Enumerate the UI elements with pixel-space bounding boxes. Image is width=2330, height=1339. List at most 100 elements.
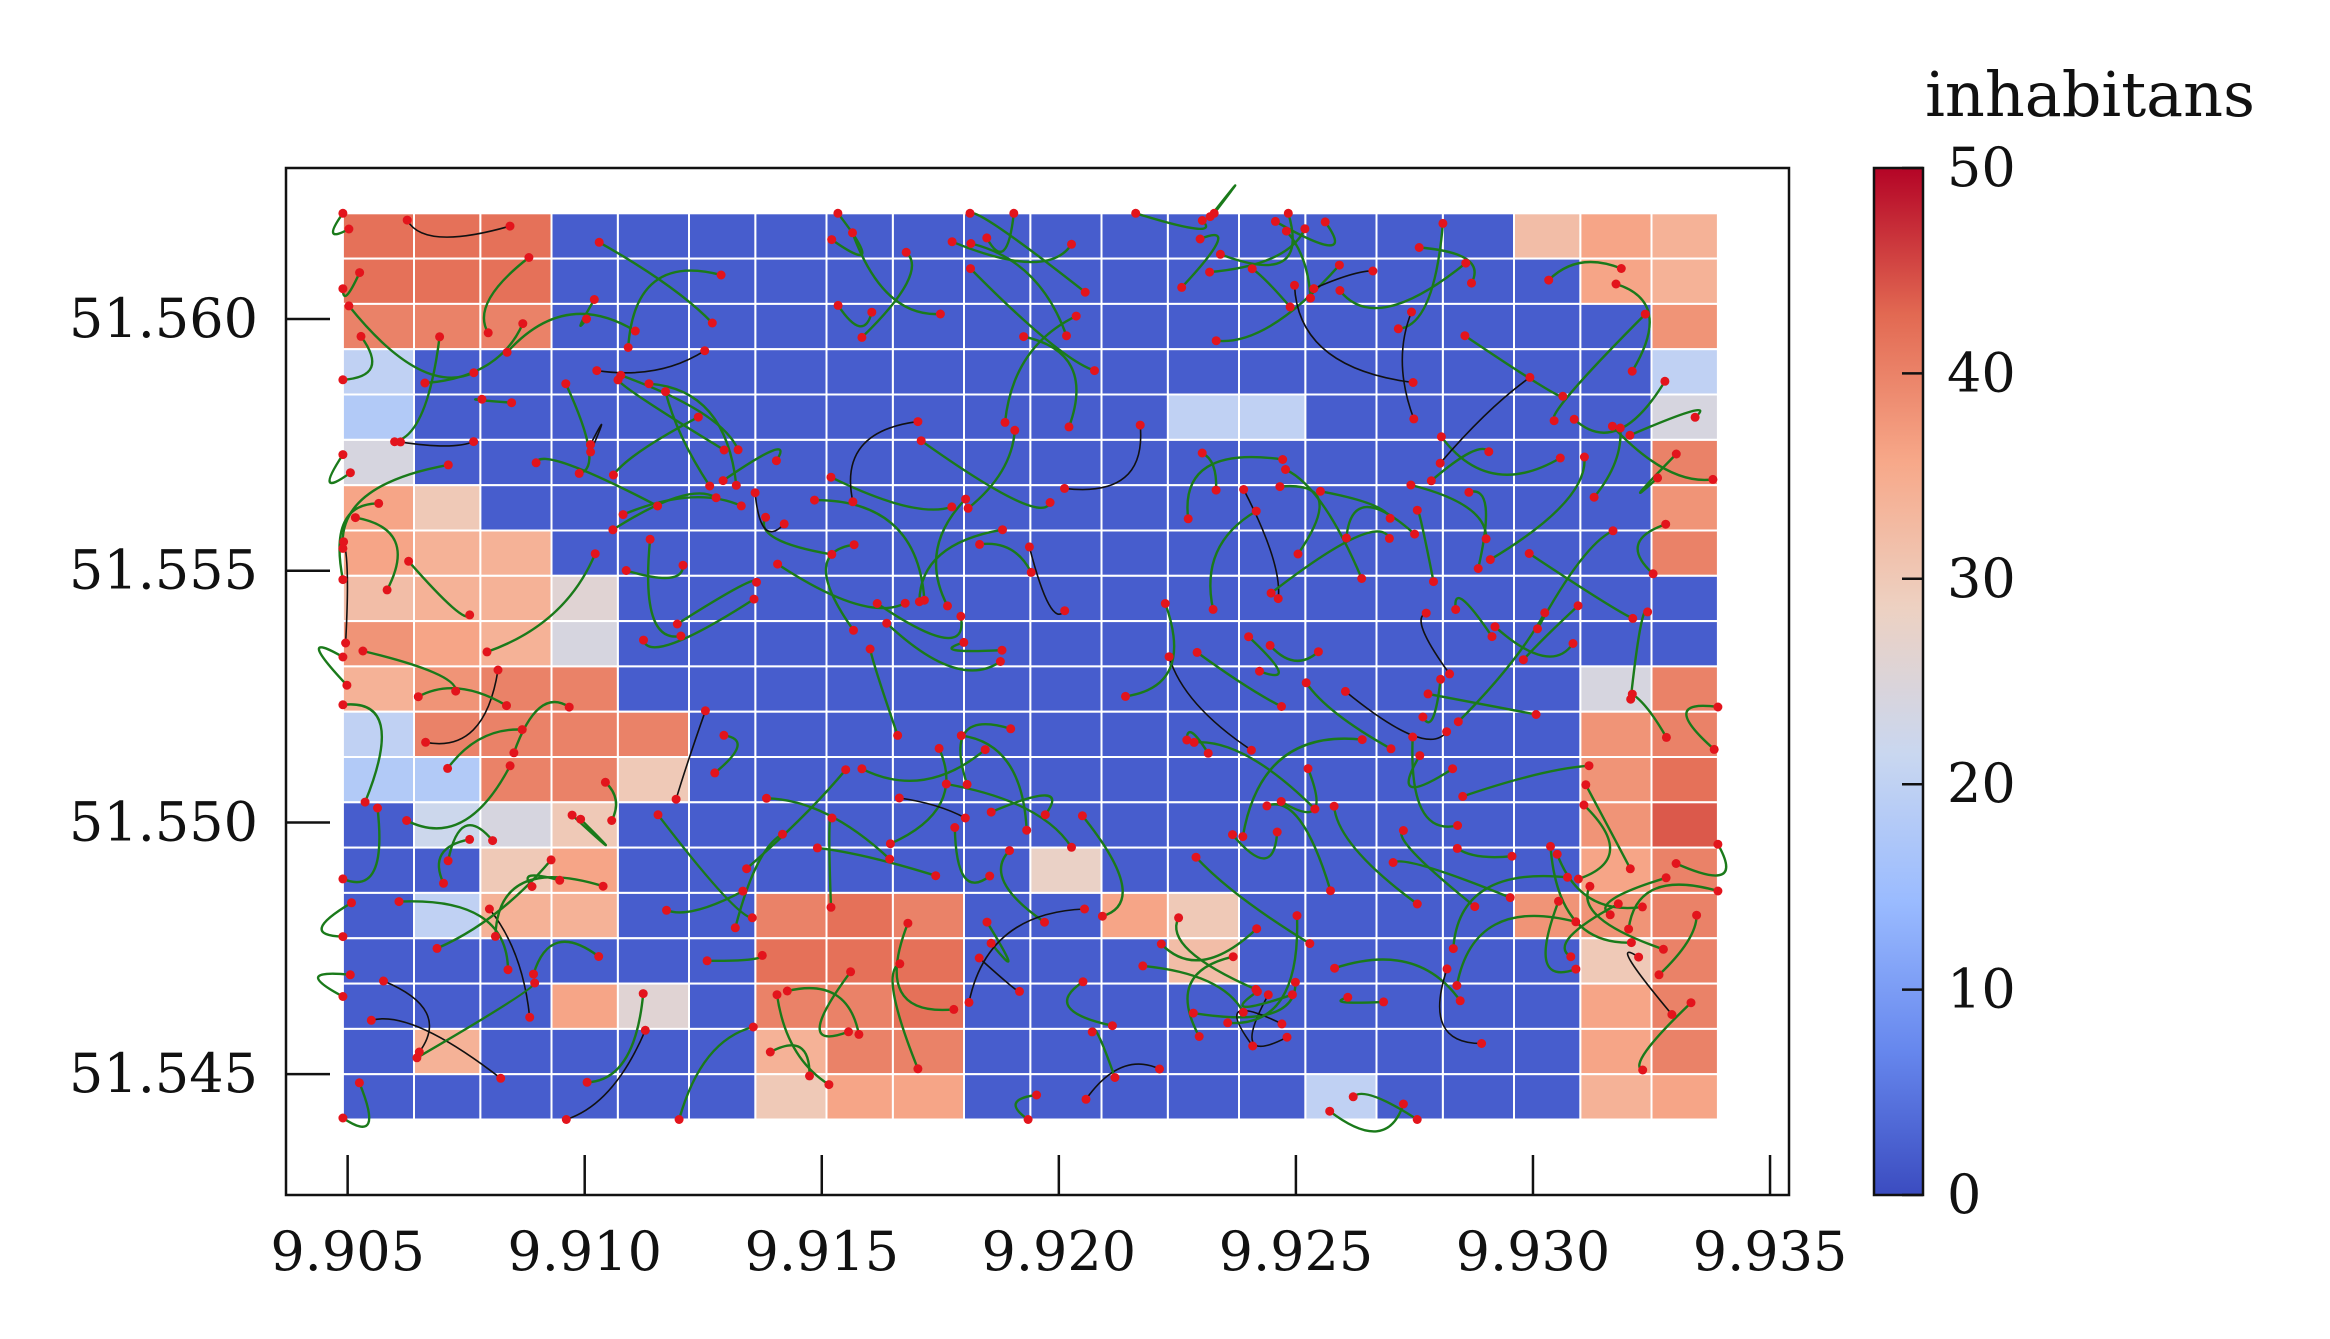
- street-node: [738, 886, 748, 896]
- heatmap-cell: [1579, 982, 1653, 1030]
- street-node: [947, 237, 957, 247]
- heatmap-cell: [825, 620, 894, 668]
- street-node: [1418, 712, 1428, 722]
- street-node: [827, 549, 837, 559]
- street-node: [503, 965, 513, 975]
- heatmap-cell: [1238, 529, 1307, 577]
- street-segment: [1168, 656, 1252, 751]
- street-node: [1661, 519, 1671, 529]
- street-node: [1005, 846, 1014, 856]
- heatmap-cell: [963, 348, 1032, 396]
- heatmap-cell: [891, 937, 966, 985]
- street-node: [1435, 458, 1445, 468]
- heatmap-cell: [1650, 756, 1719, 804]
- street-node: [341, 638, 351, 648]
- street-segment: [769, 1044, 811, 1076]
- street-node: [358, 646, 368, 656]
- street-node: [1615, 423, 1625, 433]
- street-segment: [837, 304, 873, 328]
- street-node: [1379, 997, 1389, 1007]
- heatmap-cell: [1304, 438, 1378, 487]
- street-segment: [1454, 597, 1493, 638]
- street-node: [1386, 744, 1396, 754]
- street-node: [1277, 1019, 1287, 1029]
- street-segment: [934, 498, 967, 607]
- street-node: [1607, 421, 1617, 431]
- street-node: [1442, 727, 1452, 737]
- street-segment: [383, 980, 431, 1053]
- street-node: [1589, 492, 1599, 502]
- street-node: [1442, 964, 1452, 974]
- street-node: [379, 976, 388, 986]
- street-node: [1306, 293, 1315, 303]
- street-segment: [1180, 233, 1220, 289]
- street-node: [1081, 1094, 1091, 1104]
- street-node: [1445, 669, 1455, 679]
- heatmap-cell: [479, 574, 553, 623]
- street-segment: [657, 814, 753, 919]
- heatmap-cell: [1304, 1027, 1378, 1076]
- x-tick-label: 9.935: [1693, 1220, 1848, 1283]
- street-node: [1156, 939, 1166, 949]
- street-node: [338, 575, 348, 585]
- street-node: [1067, 239, 1076, 249]
- heatmap-cell: [1513, 756, 1582, 804]
- street-node: [488, 836, 498, 846]
- street-node: [1244, 632, 1254, 642]
- street-node: [730, 923, 740, 933]
- street-node: [1713, 886, 1723, 896]
- heatmap-cell: [825, 257, 894, 305]
- street-node: [1205, 267, 1215, 277]
- heatmap-cell: [754, 620, 828, 668]
- heatmap-cell: [1650, 529, 1719, 577]
- street-node: [1613, 899, 1623, 909]
- street-node: [1458, 791, 1468, 801]
- street-node: [1238, 832, 1248, 842]
- street-node: [872, 599, 882, 608]
- street-node: [901, 247, 911, 257]
- street-node: [1452, 843, 1462, 853]
- heatmap-cell: [479, 438, 553, 487]
- street-node: [509, 748, 519, 758]
- street-node: [1067, 842, 1076, 852]
- heatmap-cell: [1513, 1027, 1582, 1076]
- street-node: [561, 1115, 571, 1124]
- heatmap-cell: [479, 484, 553, 532]
- street-segment: [1065, 980, 1113, 1027]
- heatmap-cell: [754, 846, 828, 894]
- heatmap-cell: [550, 529, 619, 577]
- street-node: [347, 898, 356, 908]
- street-segment: [985, 921, 1010, 963]
- street-node: [1252, 987, 1262, 997]
- heatmap-cell: [341, 393, 415, 441]
- street-node: [1566, 952, 1576, 962]
- colorbar-title: inhabitans: [1925, 58, 2255, 131]
- heatmap-cell: [479, 665, 553, 713]
- street-node: [1239, 485, 1249, 494]
- street-node: [693, 412, 703, 422]
- heatmap-cell: [1304, 846, 1378, 894]
- street-segment: [1338, 262, 1467, 310]
- street-segment: [446, 823, 494, 862]
- heatmap-cell: [1304, 665, 1378, 713]
- street-node: [1571, 964, 1581, 974]
- street-node: [1477, 1039, 1487, 1048]
- heatmap-cell: [616, 982, 691, 1030]
- street-node: [900, 598, 910, 608]
- street-node: [1505, 893, 1515, 903]
- street-node: [707, 318, 717, 328]
- heatmap-cell: [1166, 257, 1241, 305]
- street-segment: [1305, 682, 1392, 750]
- colorbar-tick-label: 10: [1947, 958, 2016, 1021]
- street-node: [345, 468, 355, 478]
- street-node: [676, 631, 686, 641]
- heatmap-cell: [754, 393, 828, 441]
- street-segment: [1544, 900, 1577, 974]
- street-node: [517, 725, 527, 735]
- street-node: [674, 1115, 684, 1124]
- street-node: [1524, 549, 1534, 558]
- street-node: [1209, 208, 1219, 218]
- street-node: [482, 647, 492, 657]
- street-node: [1426, 476, 1436, 486]
- street-node: [1531, 710, 1541, 719]
